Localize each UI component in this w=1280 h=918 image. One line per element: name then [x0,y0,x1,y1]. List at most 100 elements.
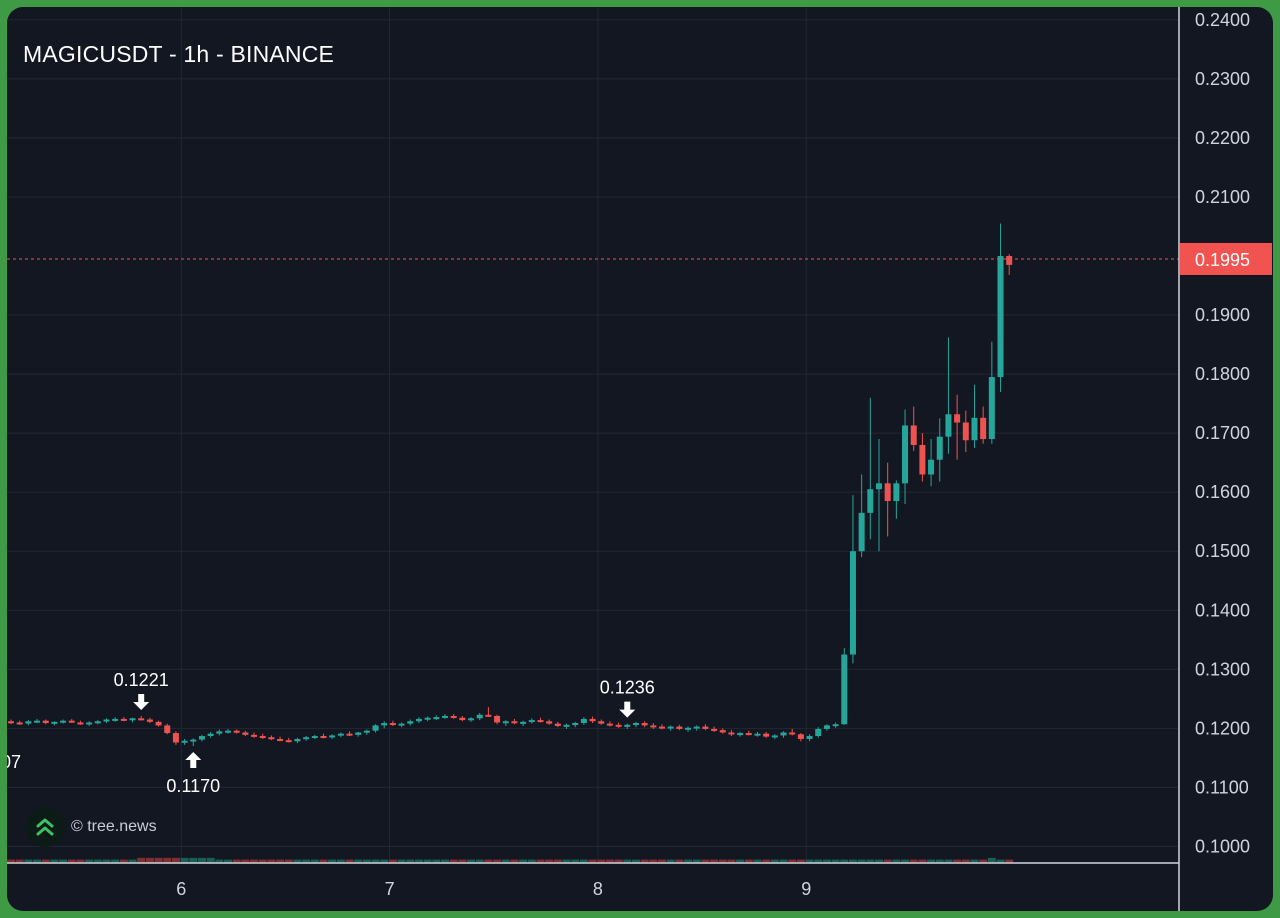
volume-bar [770,859,779,863]
volume-bar [137,857,146,863]
candle-body [719,730,726,733]
candle-body [16,722,23,725]
volume-bar [206,857,215,863]
volume-bar [302,859,311,863]
volume-bar [50,859,59,863]
y-tick-label: 0.1000 [1195,836,1250,856]
candle-body [884,483,891,502]
volume-bar [519,859,528,863]
watermark: © tree.news [25,807,157,847]
candle-body [233,730,240,733]
candle-body [815,728,822,737]
candle-body [797,734,804,739]
clipped-price-label: 07 [7,752,21,772]
candle-body [580,718,587,724]
arrow-down-icon [133,693,150,710]
candle-body [459,717,466,721]
y-tick-label: 0.1100 [1195,777,1249,797]
volume-bar [388,859,397,863]
volume-bar [840,859,849,863]
y-tick-label: 0.1500 [1195,541,1250,561]
candle-body [34,720,41,723]
low-price-label: 0.1170 [166,776,220,796]
candle-body [216,731,223,734]
price-annotations: 0.1995 0.1221 0.1170 0.1236 07 [7,242,1272,796]
candle-body [172,733,179,743]
high-price-label: 0.1236 [600,678,655,698]
candle-body [476,714,483,719]
candle-body [1006,256,1013,265]
volume-bar [76,859,85,863]
candle-body [632,723,639,726]
candle-body [164,725,171,734]
volume-bar [684,859,693,863]
volume-bar [371,859,380,863]
candle-body [146,719,153,722]
volume-bar [41,859,50,863]
x-tick-label: 7 [385,879,395,899]
candle-body [520,721,527,724]
volume-bar [119,859,128,863]
y-tick-label: 0.1400 [1195,600,1250,620]
candle-body [181,740,188,743]
candles [8,223,1013,747]
volume-bar [883,859,892,863]
candle-body [303,737,310,740]
volume-bar [328,859,337,863]
candle-body [754,733,761,736]
volume-bar [475,859,484,863]
candle-body [806,736,813,739]
volume-bar [145,857,154,863]
volume-bar [397,859,406,863]
volume-bar [432,859,441,863]
candle-body [138,718,145,721]
volume-bar [276,859,285,863]
volume-bar [918,859,927,863]
volume-bar [597,859,606,863]
volume-bar [614,859,623,863]
candle-body [242,732,249,735]
y-tick-label: 0.1200 [1195,718,1250,738]
candle-body [112,718,119,721]
y-tick-label: 0.1700 [1195,423,1250,443]
candle-body [936,436,943,460]
volume-bar [605,859,614,863]
candle-body [702,726,709,729]
volume-bar [215,859,224,863]
candle-body [832,724,839,727]
volume-bar [536,859,545,863]
volume-bar [102,859,111,863]
volume-bar [258,859,267,863]
candle-body [363,730,370,733]
x-tick-label: 6 [176,879,186,899]
x-tick-label: 9 [801,879,811,899]
current-price-tag [1180,242,1272,275]
candle-body [355,732,362,735]
volume-bar [831,859,840,863]
volume-bar [631,859,640,863]
volume-bar [996,859,1005,863]
volume-bar [822,859,831,863]
volume-bar [24,859,33,863]
candle-body [988,377,995,440]
volume-bar [727,859,736,863]
candle-body [693,726,700,729]
candle-body [572,723,579,726]
candle-body [468,718,475,721]
volume-bar [163,857,172,863]
candle-body [624,724,631,727]
candle-body [433,717,440,720]
candle-body [659,726,665,729]
volume-bar [284,859,293,863]
candle-body [685,727,692,730]
volume-bar [414,859,423,863]
volume-bar [892,859,901,863]
candle-body [849,551,856,655]
volume-bar [961,859,970,863]
candle-body [207,733,214,737]
candle-body [259,736,266,739]
volume-bar [953,859,962,863]
volume-bar [796,859,805,863]
